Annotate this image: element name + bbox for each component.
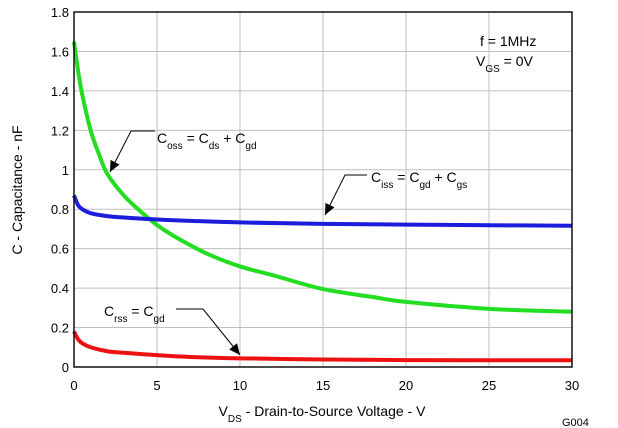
- x-axis-label: VDS - Drain-to-Source Voltage - V: [219, 403, 427, 425]
- y-tick-label: 1.4: [51, 84, 69, 99]
- x-tick-label: 30: [565, 378, 579, 393]
- y-tick-label: 0.4: [51, 281, 69, 296]
- x-tick-label: 20: [399, 378, 413, 393]
- condition-frequency: f = 1MHz: [480, 33, 536, 49]
- series-label-coss: Coss = Cds + Cgd: [157, 130, 257, 152]
- callouts: Coss = Cds + Cgd Ciss = Cgd + Cgs Crss = C…: [104, 130, 467, 356]
- series-label-crss: Crss = Cgd: [104, 303, 165, 325]
- y-tick-label: 0.2: [51, 321, 69, 336]
- y-tick-label: 0.6: [51, 242, 69, 257]
- x-tick-label: 0: [70, 378, 77, 393]
- y-axis-label: C - Capacitance - nF: [9, 125, 25, 254]
- plot-frame: [73, 11, 573, 368]
- y-tick-label: 0: [62, 360, 69, 375]
- y-tick-labels: 0 0.2 0.4 0.6 0.8 1 1.2 1.4 1.6 1.8: [51, 5, 69, 375]
- x-tick-labels: 0 5 10 15 20 25 30: [70, 378, 579, 393]
- x-tick-label: 10: [233, 378, 247, 393]
- y-tick-label: 1.6: [51, 44, 69, 59]
- callout-arrowhead-coss: [110, 159, 120, 172]
- y-tick-label: 1.8: [51, 5, 69, 20]
- figure-code: G004: [562, 417, 589, 428]
- series-lines: [72, 41, 573, 363]
- x-tick-label: 15: [316, 378, 330, 393]
- series-line-crss: [72, 330, 573, 363]
- x-tick-label: 25: [482, 378, 496, 393]
- series-line-coss: [72, 41, 573, 314]
- callout-line-coss: [109, 130, 155, 173]
- y-tick-label: 0.8: [51, 202, 69, 217]
- y-tick-label: 1.2: [51, 123, 69, 138]
- x-tick-label: 5: [153, 378, 160, 393]
- callout-arrowhead-crss: [229, 343, 240, 355]
- series-label-ciss: Ciss = Cgd + Cgs: [371, 169, 467, 191]
- y-tick-label: 1: [62, 163, 69, 178]
- callout-line-crss: [176, 308, 241, 356]
- series-line-ciss: [72, 194, 573, 228]
- condition-vgs: VGS = 0V: [476, 53, 534, 75]
- callout-arrowhead-ciss: [325, 202, 335, 215]
- callout-line-ciss: [324, 174, 367, 216]
